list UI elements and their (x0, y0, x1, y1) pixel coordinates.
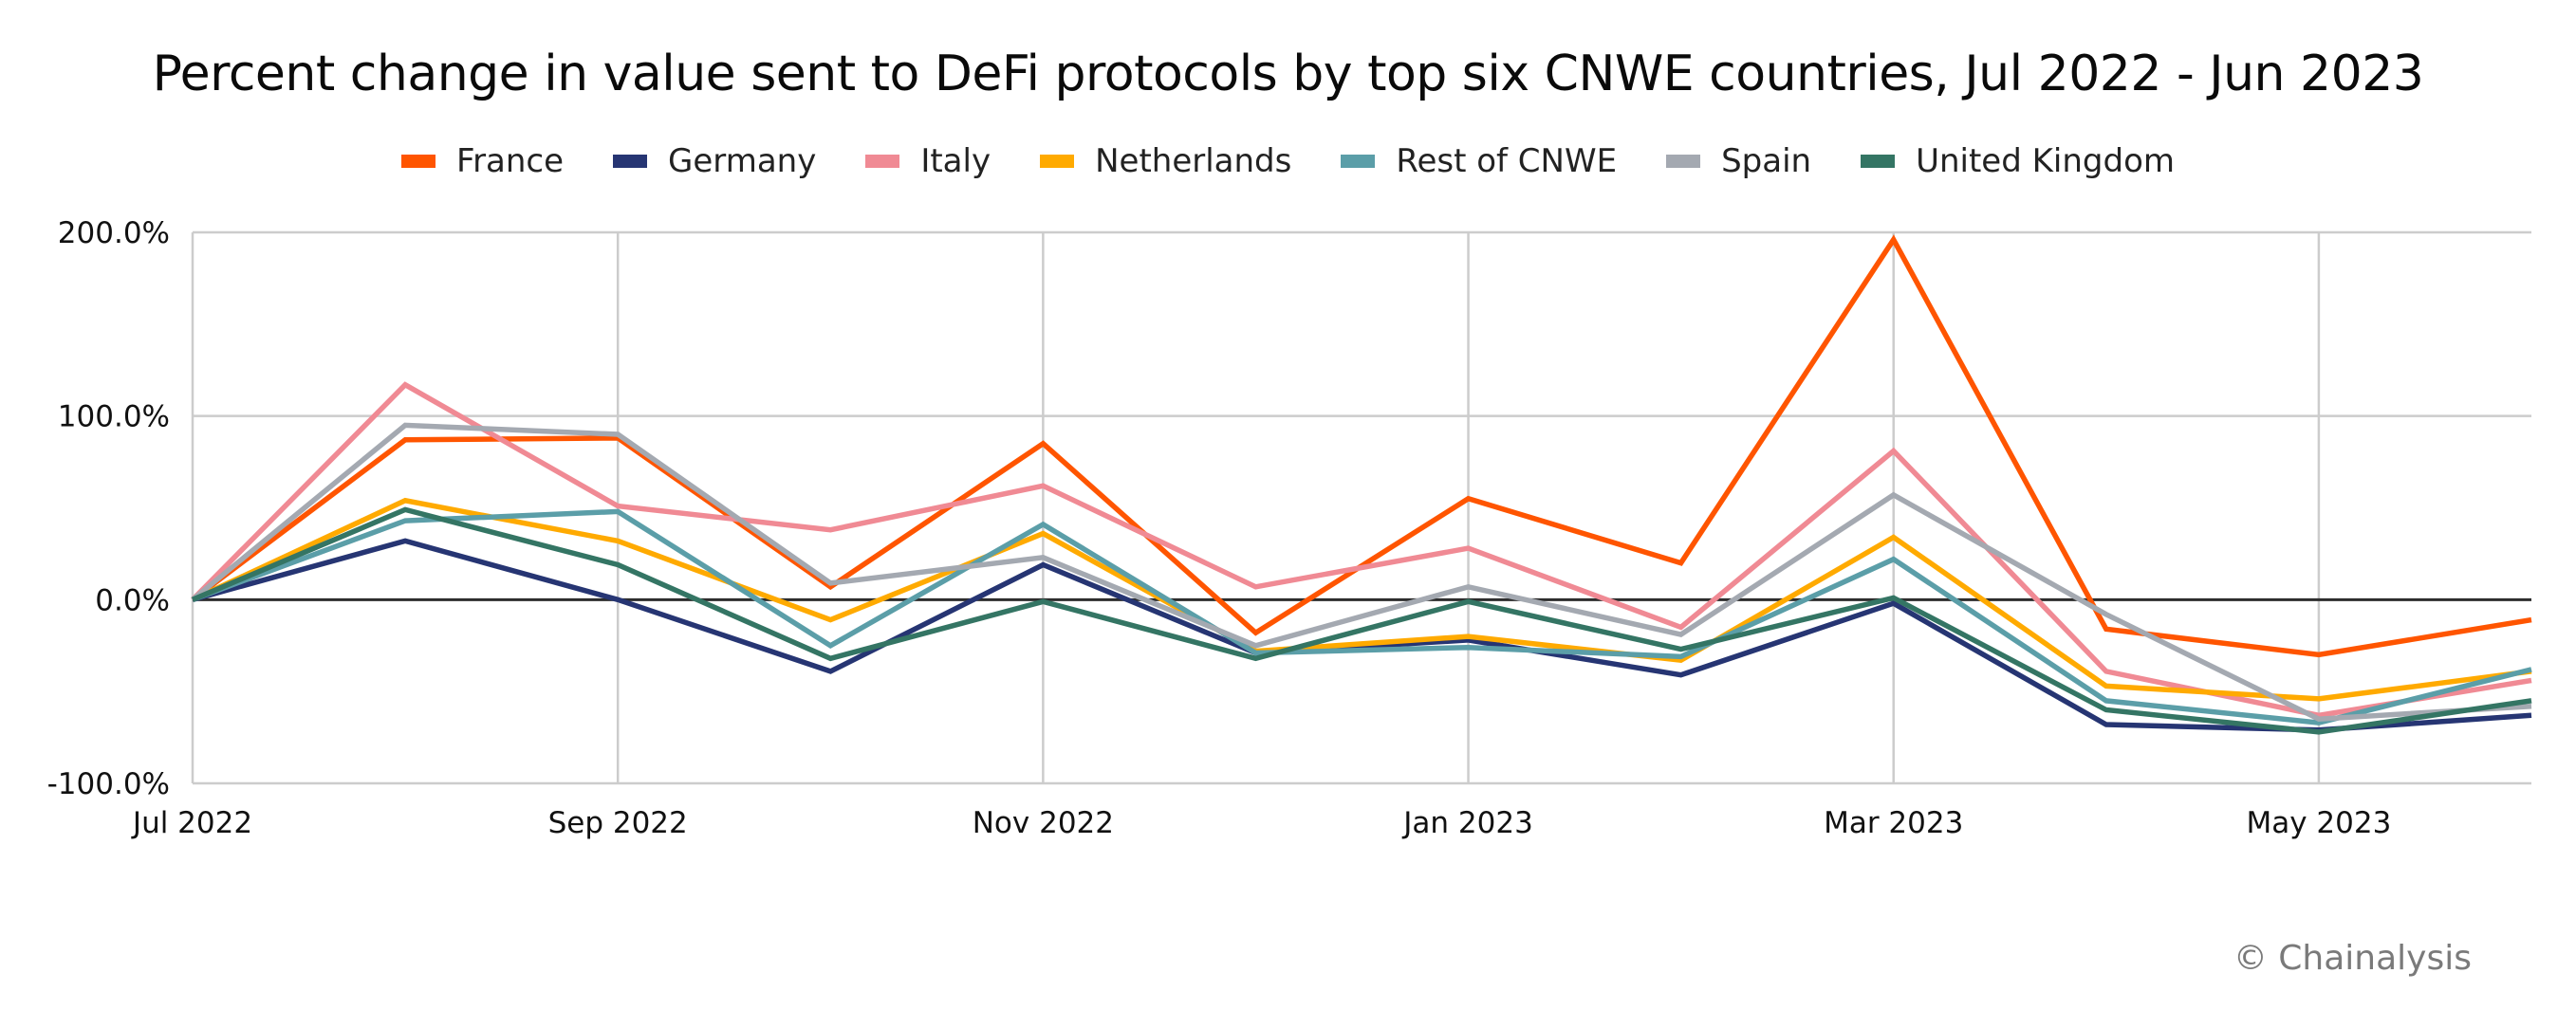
legend-item: United Kingdom (1861, 142, 2175, 180)
legend-label: Netherlands (1095, 142, 1292, 180)
series-line-germany (192, 538, 2532, 733)
legend-swatch-icon (1861, 155, 1896, 168)
x-tick-label: Jul 2022 (131, 806, 252, 840)
y-tick-label: 200.0% (58, 216, 170, 250)
axis-labels: 200.0% 100.0% 0.0% -100.0% Jul 2022 Sep 2022 N… (47, 216, 2392, 840)
series-line-spain (191, 422, 2532, 722)
legend-label: Spain (1721, 142, 1812, 180)
series-lines (191, 234, 2532, 735)
legend-label: Rest of CNWE (1396, 142, 1618, 180)
legend-item: Spain (1666, 142, 1811, 180)
legend-label: United Kingdom (1916, 142, 2175, 180)
series-line-italy (191, 381, 2532, 719)
x-tick-label: Jan 2023 (1401, 806, 1533, 840)
legend-swatch-icon (400, 155, 436, 168)
legend: France Germany Italy Netherlands Rest of CNW… (0, 142, 2576, 180)
y-tick-label: 0.0% (95, 583, 170, 617)
chart-title: Percent change in value sent to DeFi pro… (152, 46, 2424, 102)
legend-item: Rest of CNWE (1341, 142, 1617, 180)
legend-label: Germany (668, 142, 817, 180)
legend-swatch-icon (1040, 155, 1075, 168)
y-tick-label: 100.0% (58, 400, 170, 434)
legend-swatch-icon (1341, 155, 1376, 168)
legend-item: Germany (613, 142, 816, 180)
y-tick-label: -100.0% (47, 767, 170, 801)
legend-item: France (400, 142, 565, 180)
series-line-france (191, 234, 2532, 658)
watermark: © Chainalysis (2233, 939, 2472, 978)
legend-label: Italy (920, 142, 991, 180)
x-tick-label: May 2023 (2246, 806, 2391, 840)
x-tick-label: Nov 2022 (973, 806, 1114, 840)
x-tick-label: Mar 2023 (1824, 806, 1963, 840)
x-tick-label: Sep 2022 (548, 806, 688, 840)
grid (191, 230, 2531, 785)
legend-item: Italy (865, 142, 991, 180)
series-line-united-kingdom (191, 506, 2532, 735)
legend-swatch-icon (865, 155, 900, 168)
legend-item: Netherlands (1040, 142, 1291, 180)
legend-label: France (455, 142, 565, 180)
legend-swatch-icon (1666, 155, 1701, 168)
legend-swatch-icon (613, 155, 648, 168)
series-line-netherlands (191, 497, 2532, 702)
series-line-rest-of-cnwe (192, 508, 2532, 725)
